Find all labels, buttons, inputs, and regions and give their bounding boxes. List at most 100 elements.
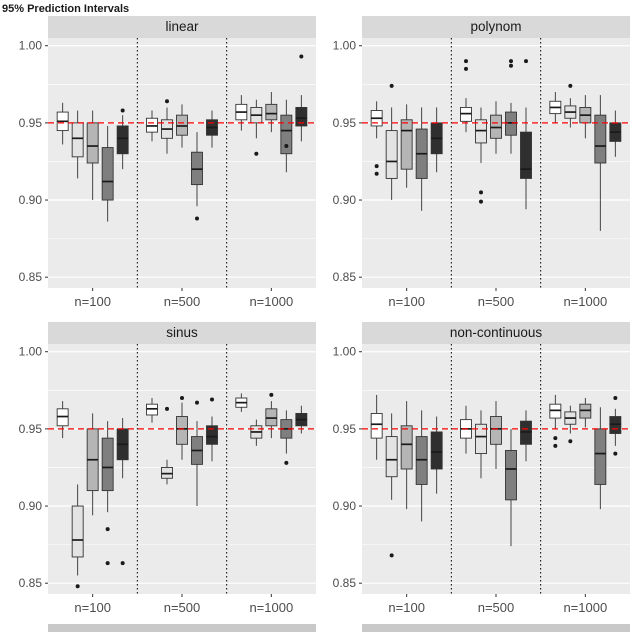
outlier-point: [180, 396, 184, 401]
outlier-point: [389, 553, 394, 558]
figure-title: 95% Prediction Intervals: [2, 3, 130, 15]
facet-strip: [362, 322, 630, 344]
y-tick-label: 1.00: [19, 345, 43, 359]
outlier-point: [509, 63, 513, 68]
box: [116, 125, 129, 155]
box: [385, 436, 398, 478]
y-tick-label: 1.00: [19, 39, 43, 53]
facet-chart: sinus 1.00 0.95 0.90 0.85 n=100 n=500 n=1000: [19, 322, 316, 615]
facet-strip: [48, 322, 316, 344]
x-group-label: n=1000: [563, 294, 607, 309]
outlier-point: [479, 199, 483, 204]
y-tick-label: 0.85: [333, 270, 357, 284]
box: [400, 119, 413, 170]
outlier-point: [613, 451, 618, 456]
box: [490, 416, 502, 445]
box: [71, 505, 84, 558]
x-group-label: n=1000: [249, 600, 293, 615]
box: [594, 428, 607, 485]
y-tick-label: 0.85: [19, 270, 43, 284]
y-tick-label: 0.95: [19, 116, 43, 130]
facet-label: non-continuous: [450, 325, 543, 340]
x-group-label: n=100: [74, 294, 111, 309]
clipped-strip-left: [48, 624, 316, 632]
outlier-point: [479, 190, 483, 195]
box: [101, 147, 114, 201]
facet-chart: non-continuous 1.00 0.95 0.90 0.85 n=100 n=500…: [333, 322, 630, 615]
box: [206, 425, 218, 445]
outlier-point: [105, 561, 110, 566]
outlier-point: [165, 406, 169, 411]
outlier-point: [374, 171, 379, 176]
outlier-point: [120, 561, 125, 566]
y-tick-label: 0.95: [19, 422, 43, 436]
outlier-point: [284, 460, 289, 465]
x-group-label: n=100: [388, 600, 425, 615]
outlier-point: [269, 392, 274, 397]
y-tick-label: 1.00: [333, 345, 357, 359]
box: [86, 122, 99, 164]
outlier-point: [389, 83, 394, 88]
x-group-label: n=500: [164, 294, 201, 309]
box: [101, 437, 114, 492]
outlier-point: [195, 216, 199, 221]
box: [280, 114, 293, 155]
outlier-point: [524, 59, 528, 64]
box: [430, 431, 443, 470]
facet-chart: polynom 1.00 0.95 0.90 0.85 n=100 n=500 n=1000: [333, 16, 630, 309]
box: [71, 122, 84, 158]
box: [176, 416, 188, 445]
box: [475, 423, 487, 455]
box: [265, 103, 278, 121]
x-group-label: n=500: [164, 600, 201, 615]
facet-chart: linear 1.00 0.95 0.90 0.85 n=100 n=500 n=1000: [19, 16, 316, 309]
x-group-label: n=500: [478, 294, 515, 309]
clipped-strip-right: [362, 624, 630, 632]
outlier-point: [568, 83, 573, 88]
y-tick-label: 0.90: [333, 499, 357, 513]
box: [370, 412, 383, 439]
outlier-point: [284, 144, 289, 149]
box: [385, 130, 398, 179]
facet-label: polynom: [470, 19, 521, 34]
outlier-point: [105, 527, 110, 532]
x-group-label: n=500: [478, 600, 515, 615]
facet-label: sinus: [166, 325, 198, 340]
box: [295, 106, 308, 127]
outlier-point: [374, 164, 379, 169]
outlier-point: [254, 151, 259, 156]
facet-panel-linear: linear 1.00 0.95 0.90 0.85 n=100 n=500 n=1000: [8, 16, 318, 316]
y-tick-label: 0.85: [333, 576, 357, 590]
outlier-point: [613, 396, 618, 401]
y-tick-label: 0.95: [333, 422, 357, 436]
outlier-point: [299, 54, 304, 59]
outlier-point: [75, 584, 80, 589]
outlier-point: [210, 397, 214, 402]
facet-grid: linear 1.00 0.95 0.90 0.85 n=100 n=500 n=1000 p…: [0, 16, 640, 622]
clipped-bottom-row: [0, 622, 640, 632]
outlier-point: [553, 436, 558, 441]
y-tick-label: 0.90: [333, 193, 357, 207]
y-tick-label: 1.00: [333, 39, 357, 53]
outlier-point: [120, 108, 125, 113]
x-group-label: n=100: [388, 294, 425, 309]
facet-label: linear: [165, 19, 199, 34]
x-group-label: n=1000: [563, 600, 607, 615]
facet-panel-polynom: polynom 1.00 0.95 0.90 0.85 n=100 n=500 n=1000: [322, 16, 632, 316]
x-group-label: n=100: [74, 600, 111, 615]
facet-strip: [362, 16, 630, 38]
outlier-point: [568, 439, 573, 444]
box: [400, 425, 413, 470]
outlier-point: [464, 59, 468, 64]
y-tick-label: 0.85: [19, 576, 43, 590]
outlier-point: [464, 66, 468, 71]
outlier-point: [165, 99, 169, 104]
y-tick-label: 0.90: [19, 499, 43, 513]
box: [594, 114, 607, 164]
facet-panel-non-continuous: non-continuous 1.00 0.95 0.90 0.85 n=100 n=500…: [322, 322, 632, 622]
outlier-point: [509, 59, 513, 64]
y-tick-label: 0.95: [333, 116, 357, 130]
facet-strip: [48, 16, 316, 38]
x-group-label: n=1000: [249, 294, 293, 309]
